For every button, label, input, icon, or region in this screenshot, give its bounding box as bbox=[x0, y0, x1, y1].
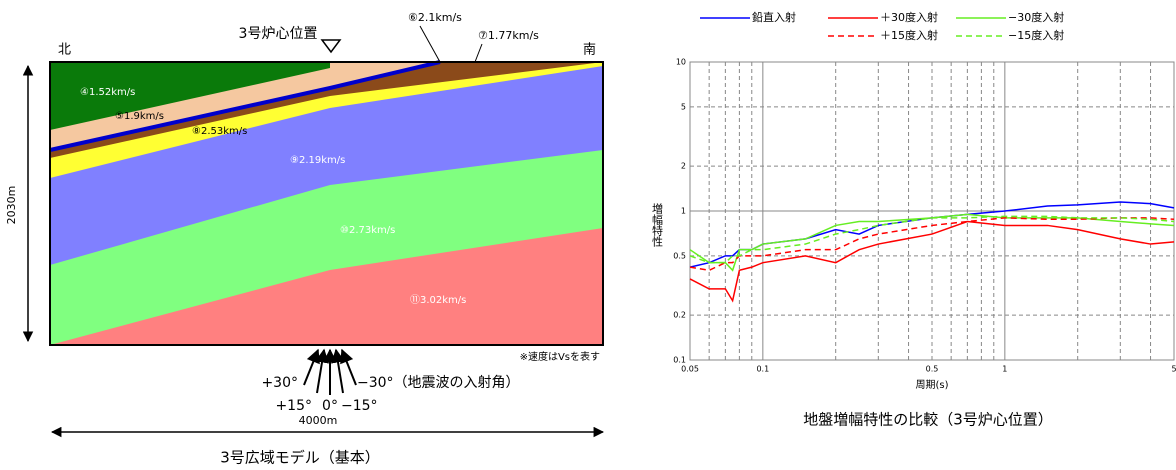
model-diagram: 3号炉心位置 北 南 ④1.52km/s ⑤1.9km/s ⑥2.1km/s ⑦… bbox=[5, 11, 605, 467]
leader-line bbox=[474, 43, 483, 63]
south-label: 南 bbox=[583, 42, 596, 58]
layer-label: ④1.52km/s bbox=[80, 87, 135, 98]
legend-label: ＋30度入射 bbox=[880, 10, 938, 24]
layer-label: ⑩2.73km/s bbox=[340, 225, 395, 236]
layer-label: ⑨2.19km/s bbox=[290, 155, 345, 166]
y-tick-label: 0.1 bbox=[673, 356, 686, 365]
north-label: 北 bbox=[58, 43, 71, 58]
height-label: 2030m bbox=[5, 186, 18, 225]
location-marker bbox=[320, 39, 342, 54]
series-line bbox=[689, 217, 1175, 272]
layer-label: ⑦1.77km/s bbox=[478, 29, 539, 42]
x-tick-label: 1 bbox=[1002, 365, 1007, 374]
y-tick-label: 5 bbox=[681, 102, 686, 111]
model-frame bbox=[49, 61, 604, 346]
y-axis-label: 増幅特性 bbox=[651, 203, 664, 248]
legend-label: −15度入射 bbox=[1008, 28, 1064, 42]
legend-label: −30度入射 bbox=[1008, 10, 1064, 24]
arrow bbox=[340, 348, 357, 386]
legend-label: ＋15度入射 bbox=[880, 28, 938, 42]
chart-title: 地盤増幅特性の比較（3号炉心位置） bbox=[803, 411, 1053, 429]
width-label: 4000m bbox=[299, 414, 338, 427]
chart: 地盤増幅特性の比較（3号炉心位置） 周期(s) 増幅特性 0.05 0.1 0.5 1… bbox=[651, 10, 1176, 429]
x-axis-label: 周期(s) bbox=[915, 379, 948, 391]
angle-label: +30° bbox=[261, 375, 298, 391]
note: ※速度はVsを表す bbox=[520, 350, 600, 363]
series-line bbox=[689, 201, 1175, 268]
x-tick-label: 5 bbox=[1171, 365, 1176, 374]
x-tick-label: 0.1 bbox=[756, 365, 769, 374]
layer-label: ⑪3.02km/s bbox=[410, 294, 466, 306]
y-tick-label: 2 bbox=[681, 162, 686, 171]
arrow bbox=[331, 348, 345, 394]
y-tick-label: 10 bbox=[676, 58, 686, 67]
location-label: 3号炉心位置 bbox=[239, 26, 318, 42]
arrow bbox=[315, 348, 329, 394]
series-line bbox=[689, 220, 1175, 303]
layer-4 bbox=[50, 62, 330, 130]
angle-label: −30°（地震波の入射角） bbox=[357, 375, 520, 391]
x-tick-label: 0.5 bbox=[926, 365, 939, 374]
incident-arrows bbox=[303, 348, 357, 395]
diagram-title: 3号広域モデル（基本） bbox=[220, 449, 380, 467]
x-tick-label: 0.05 bbox=[681, 365, 699, 374]
angle-label: −15° bbox=[341, 398, 378, 414]
y-tick-label: 1 bbox=[681, 207, 686, 216]
legend-label: 鉛直入射 bbox=[752, 10, 796, 24]
layer-6 bbox=[49, 60, 441, 152]
arrow bbox=[303, 348, 320, 386]
layer-label: ⑤1.9km/s bbox=[115, 111, 164, 122]
y-tick-label: 0.2 bbox=[673, 311, 686, 320]
layer-label: ⑧2.53km/s bbox=[192, 126, 247, 137]
y-tick-label: 0.5 bbox=[673, 251, 686, 260]
angle-label: 0° bbox=[322, 398, 338, 414]
series-line bbox=[689, 213, 1175, 272]
angle-label: +15° bbox=[275, 398, 312, 414]
layer-label: ⑥2.1km/s bbox=[408, 11, 462, 24]
leader-line bbox=[419, 25, 441, 63]
